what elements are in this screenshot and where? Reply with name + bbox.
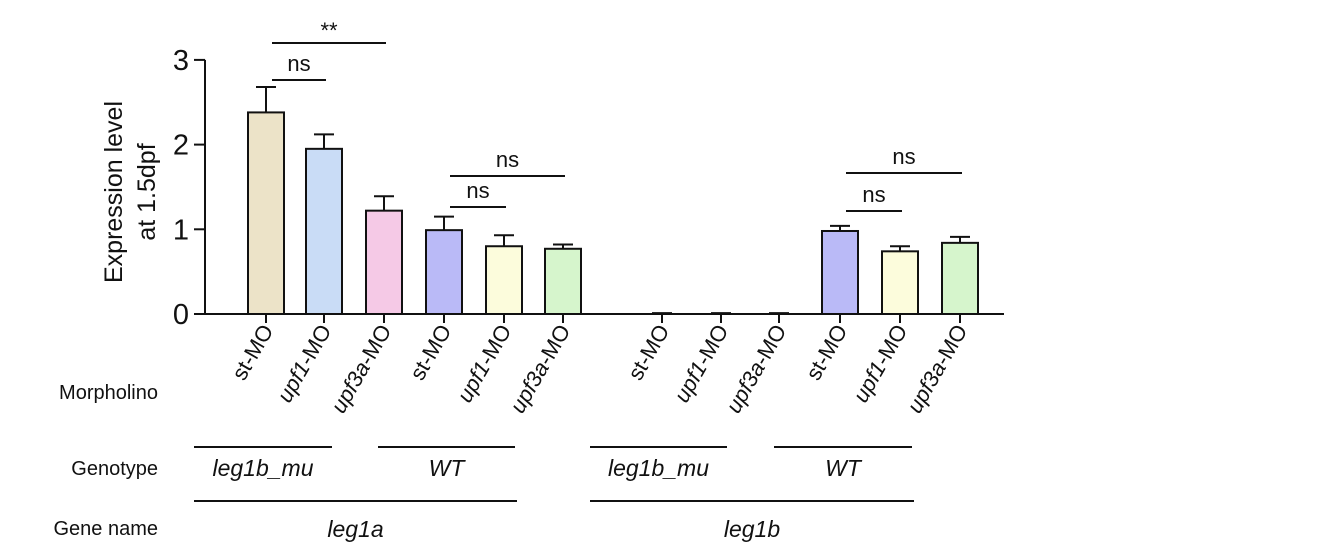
x-tick-label: st-MO (801, 320, 853, 384)
y-tick-label: 2 (173, 130, 189, 162)
x-tick-label: st-MO (623, 320, 675, 384)
gene-label: leg1b (724, 516, 780, 542)
x-tick-label: upf3a-MO (902, 320, 973, 417)
bar (821, 229, 859, 315)
x-tick-label: upf3a-MO (505, 320, 576, 417)
significance-label: ns (496, 147, 519, 172)
genotype-label: leg1b_mu (608, 455, 709, 481)
x-tick-label: st-MO (227, 320, 279, 384)
significance-label: ns (862, 182, 885, 207)
significance-label: ns (466, 178, 489, 203)
bar (941, 241, 979, 316)
x-tick-label: st-MO (405, 320, 457, 384)
bar (425, 229, 463, 315)
bars (247, 86, 979, 316)
x-tick-label: upf1-MO (452, 320, 516, 407)
bar (305, 147, 343, 315)
x-tick-label: upf1-MO (848, 320, 912, 407)
significance-label: ns (892, 144, 915, 169)
significance-label: ** (320, 18, 338, 43)
y-axis-label-line-1: Expression level (100, 101, 128, 283)
row-label-morpholino: Morpholino (59, 382, 158, 404)
y-axis-label: Expression level at 1.5dpf (100, 101, 161, 283)
row-label-gene-name: Gene name (53, 518, 158, 540)
bar (247, 111, 285, 315)
x-tick-labels: st-MOupf1-MOupf3a-MOst-MOupf1-MOupf3a-MO… (227, 320, 973, 417)
group-annotations: leg1b_mu WT leg1b_mu WT leg1a leg1b (194, 446, 914, 542)
genotype-label: WT (825, 455, 863, 481)
y-tick-label: 3 (173, 45, 189, 77)
significance-label: ns (287, 51, 310, 76)
x-tick-label: upf1-MO (669, 320, 733, 407)
genotype-label: WT (429, 455, 467, 481)
y-axis-label-line-2: at 1.5dpf (133, 143, 161, 240)
x-tick-label: upf3a-MO (326, 320, 397, 417)
genotype-label: leg1b_mu (212, 455, 313, 481)
y-tick-label: 1 (173, 214, 189, 246)
bar (485, 245, 523, 316)
bar (365, 209, 403, 315)
bar (544, 247, 582, 316)
bar (881, 250, 919, 316)
gene-label: leg1a (327, 516, 383, 542)
row-label-genotype: Genotype (71, 458, 158, 480)
x-tick-label: upf1-MO (272, 320, 336, 407)
y-tick-label: 0 (173, 299, 189, 331)
